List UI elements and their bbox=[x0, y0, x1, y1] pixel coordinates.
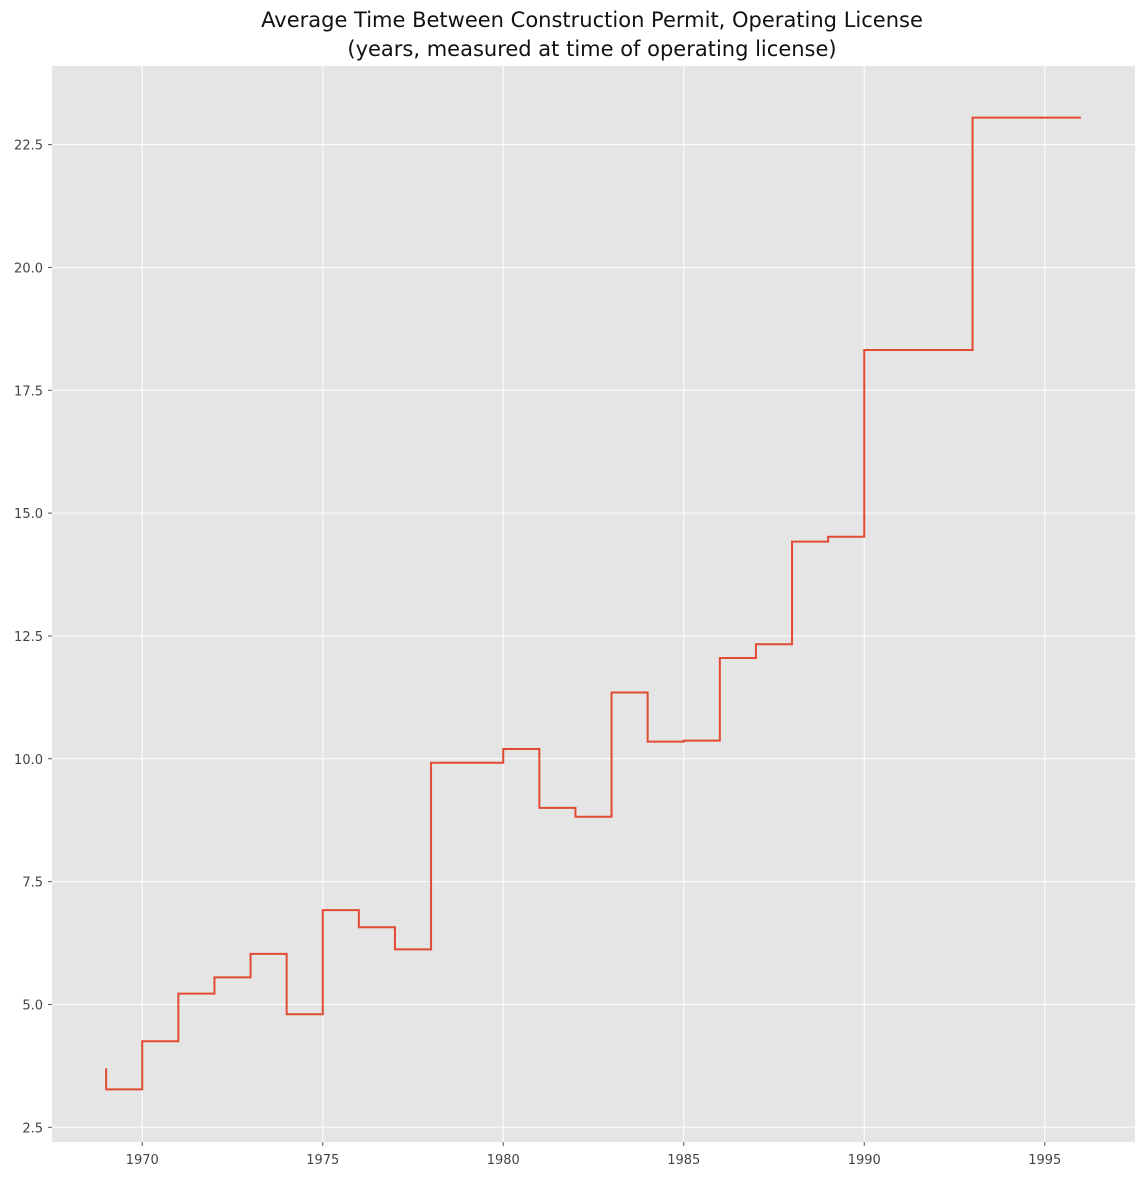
series-layer bbox=[105, 116, 1081, 1091]
grid-lines bbox=[52, 66, 1135, 1142]
y-tick-label: 20.0 bbox=[14, 261, 43, 276]
x-axis-ticks: 1970 1975 1980 1985 1990 1995 bbox=[126, 1142, 1061, 1168]
y-tick-label: 7.5 bbox=[22, 876, 43, 891]
y-tick-label: 12.5 bbox=[14, 630, 43, 645]
x-tick-label: 1990 bbox=[848, 1153, 881, 1168]
x-tick-label: 1985 bbox=[667, 1153, 700, 1168]
y-tick-label: 5.0 bbox=[22, 998, 43, 1013]
y-tick-label: 10.0 bbox=[14, 753, 43, 768]
chart-subtitle: (years, measured at time of operating li… bbox=[347, 37, 837, 61]
x-tick-label: 1995 bbox=[1028, 1153, 1061, 1168]
chart-title: Average Time Between Construction Permit… bbox=[0, 6, 1144, 64]
series-step-line bbox=[105, 116, 1081, 1091]
plot-area bbox=[52, 66, 1135, 1142]
x-tick-label: 1975 bbox=[306, 1153, 339, 1168]
y-tick-label: 2.5 bbox=[22, 1121, 43, 1136]
x-tick-label: 1980 bbox=[487, 1153, 520, 1168]
chart-title-main: Average Time Between Construction Permit… bbox=[261, 8, 923, 32]
y-tick-label: 22.5 bbox=[14, 139, 43, 154]
y-tick-label: 17.5 bbox=[14, 384, 43, 399]
y-tick-label: 15.0 bbox=[14, 507, 43, 522]
x-tick-label: 1970 bbox=[126, 1153, 159, 1168]
y-axis-ticks: 2.5 5.0 7.5 10.0 12.5 15.0 17.5 20.0 22.5 bbox=[14, 139, 52, 1136]
